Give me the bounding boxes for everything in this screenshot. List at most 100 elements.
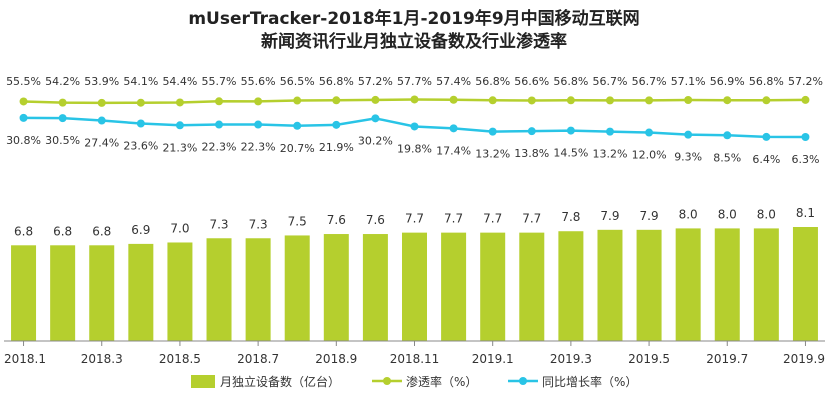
yoy-growth-point	[254, 120, 263, 129]
penetration-point	[19, 97, 28, 106]
penetration-label: 56.8%	[475, 75, 510, 88]
yoy-growth-point	[410, 122, 419, 131]
penetration-label: 56.8%	[553, 75, 588, 88]
x-tick-label: 2018.9	[315, 352, 357, 366]
penetration-label: 57.7%	[397, 75, 432, 88]
bar-value-label: 7.8	[561, 210, 580, 224]
bar	[284, 235, 310, 341]
x-tick-label: 2018.3	[81, 352, 123, 366]
bar-value-label: 7.7	[444, 212, 463, 226]
penetration-labels: 55.5% 54.2% 53.9% 54.1% 54.4% 55.7% 55.6% 56.5%…	[6, 75, 823, 88]
bar	[558, 231, 584, 341]
bar-value-label: 7.3	[209, 217, 228, 231]
penetration-label: 56.8%	[749, 75, 784, 88]
yoy-growth-point	[58, 114, 67, 123]
bar-value-label: 7.6	[366, 213, 385, 227]
bar	[714, 228, 740, 341]
penetration-point	[605, 96, 614, 105]
yoy-growth-label: 21.9%	[319, 141, 354, 154]
bar	[128, 243, 154, 341]
penetration-point	[762, 96, 771, 105]
bar-value-label: 6.8	[14, 224, 33, 238]
yoy-growth-label: 8.5%	[713, 151, 741, 164]
bar-value-label: 6.8	[92, 224, 111, 238]
yoy-growth-point	[136, 119, 145, 128]
bar-value-label: 7.7	[405, 212, 424, 226]
yoy-growth-label: 27.4%	[84, 137, 119, 150]
yoy-growth-point	[97, 116, 106, 125]
bar-value-label: 7.5	[288, 214, 307, 228]
x-tick-label: 2018.11	[390, 352, 440, 366]
yoy-growth-point	[175, 121, 184, 130]
penetration-label: 56.7%	[632, 75, 667, 88]
yoy-growth-label: 9.3%	[674, 151, 702, 164]
penetration-point	[58, 98, 67, 107]
yoy-growth-point	[762, 132, 771, 141]
penetration-point	[371, 95, 380, 104]
legend: 月独立设备数（亿台） 渗透率（%） 同比增长率（%）	[191, 374, 637, 389]
bar-value-label: 7.0	[170, 221, 189, 235]
bar	[323, 234, 349, 341]
chart-title-line1: mUserTracker-2018年1月-2019年9月中国移动互联网	[188, 8, 639, 29]
yoy-growth-label: 6.3%	[791, 153, 819, 166]
legend-marker-penetration	[383, 377, 391, 385]
penetration-point	[488, 96, 497, 105]
penetration-label: 55.7%	[202, 75, 237, 88]
bar-value-label: 7.9	[600, 209, 619, 223]
penetration-point	[136, 98, 145, 107]
penetration-label: 57.1%	[671, 75, 706, 88]
yoy-growth-labels: 30.8% 30.5% 27.4% 23.6% 21.3% 22.3% 22.3% 20.7%…	[6, 134, 819, 166]
penetration-label: 56.6%	[514, 75, 549, 88]
penetration-label: 56.7%	[592, 75, 627, 88]
yoy-growth-label: 13.8%	[514, 147, 549, 160]
penetration-label: 56.9%	[710, 75, 745, 88]
bar-value-label: 6.9	[131, 223, 150, 237]
x-tick-label: 2019.9	[783, 352, 825, 366]
yoy-growth-label: 13.2%	[592, 148, 627, 161]
penetration-point	[293, 96, 302, 105]
yoy-growth-point	[19, 113, 28, 122]
bar-value-label: 6.8	[53, 224, 72, 238]
yoy-growth-label: 22.3%	[241, 141, 276, 154]
bar	[50, 245, 76, 341]
penetration-label: 54.4%	[162, 75, 197, 88]
bar-value-label: 7.9	[640, 209, 659, 223]
yoy-growth-line-series	[19, 113, 810, 141]
bar	[11, 245, 37, 341]
yoy-growth-point	[527, 127, 536, 136]
legend-label-penetration: 渗透率（%）	[406, 374, 477, 389]
yoy-growth-label: 17.4%	[436, 144, 471, 157]
penetration-point	[723, 96, 732, 105]
bar-value-label: 7.7	[522, 212, 541, 226]
penetration-point	[645, 96, 654, 105]
penetration-point	[254, 97, 263, 106]
x-tick-label: 2018.5	[159, 352, 201, 366]
yoy-growth-point	[605, 127, 614, 136]
yoy-growth-label: 30.8%	[6, 134, 41, 147]
penetration-point	[801, 95, 810, 104]
bar	[441, 232, 467, 341]
yoy-growth-label: 21.3%	[162, 141, 197, 154]
penetration-label: 53.9%	[84, 75, 119, 88]
penetration-point	[410, 95, 419, 104]
bar	[206, 238, 232, 341]
bar	[167, 242, 193, 341]
bar-value-labels: 6.8 6.8 6.8 6.9 7.0 7.3 7.3 7.5 7.6 7.6 7.7 7.7 7.7 7…	[14, 206, 815, 238]
bar-value-label: 7.3	[249, 217, 268, 231]
bar-value-label: 8.1	[796, 206, 815, 220]
penetration-label: 55.5%	[6, 75, 41, 88]
x-tick-label: 2019.5	[628, 352, 670, 366]
penetration-label: 57.4%	[436, 75, 471, 88]
yoy-growth-label: 30.5%	[45, 134, 80, 147]
yoy-growth-point	[684, 130, 693, 139]
legend-swatch-bar	[191, 375, 215, 388]
penetration-point	[97, 98, 106, 107]
yoy-growth-point	[293, 121, 302, 130]
legend-label-devices: 月独立设备数（亿台）	[220, 374, 340, 389]
bar-value-label: 8.0	[679, 207, 698, 221]
yoy-growth-label: 22.3%	[202, 141, 237, 154]
yoy-growth-label: 6.4%	[752, 153, 780, 166]
yoy-growth-label: 13.2%	[475, 148, 510, 161]
